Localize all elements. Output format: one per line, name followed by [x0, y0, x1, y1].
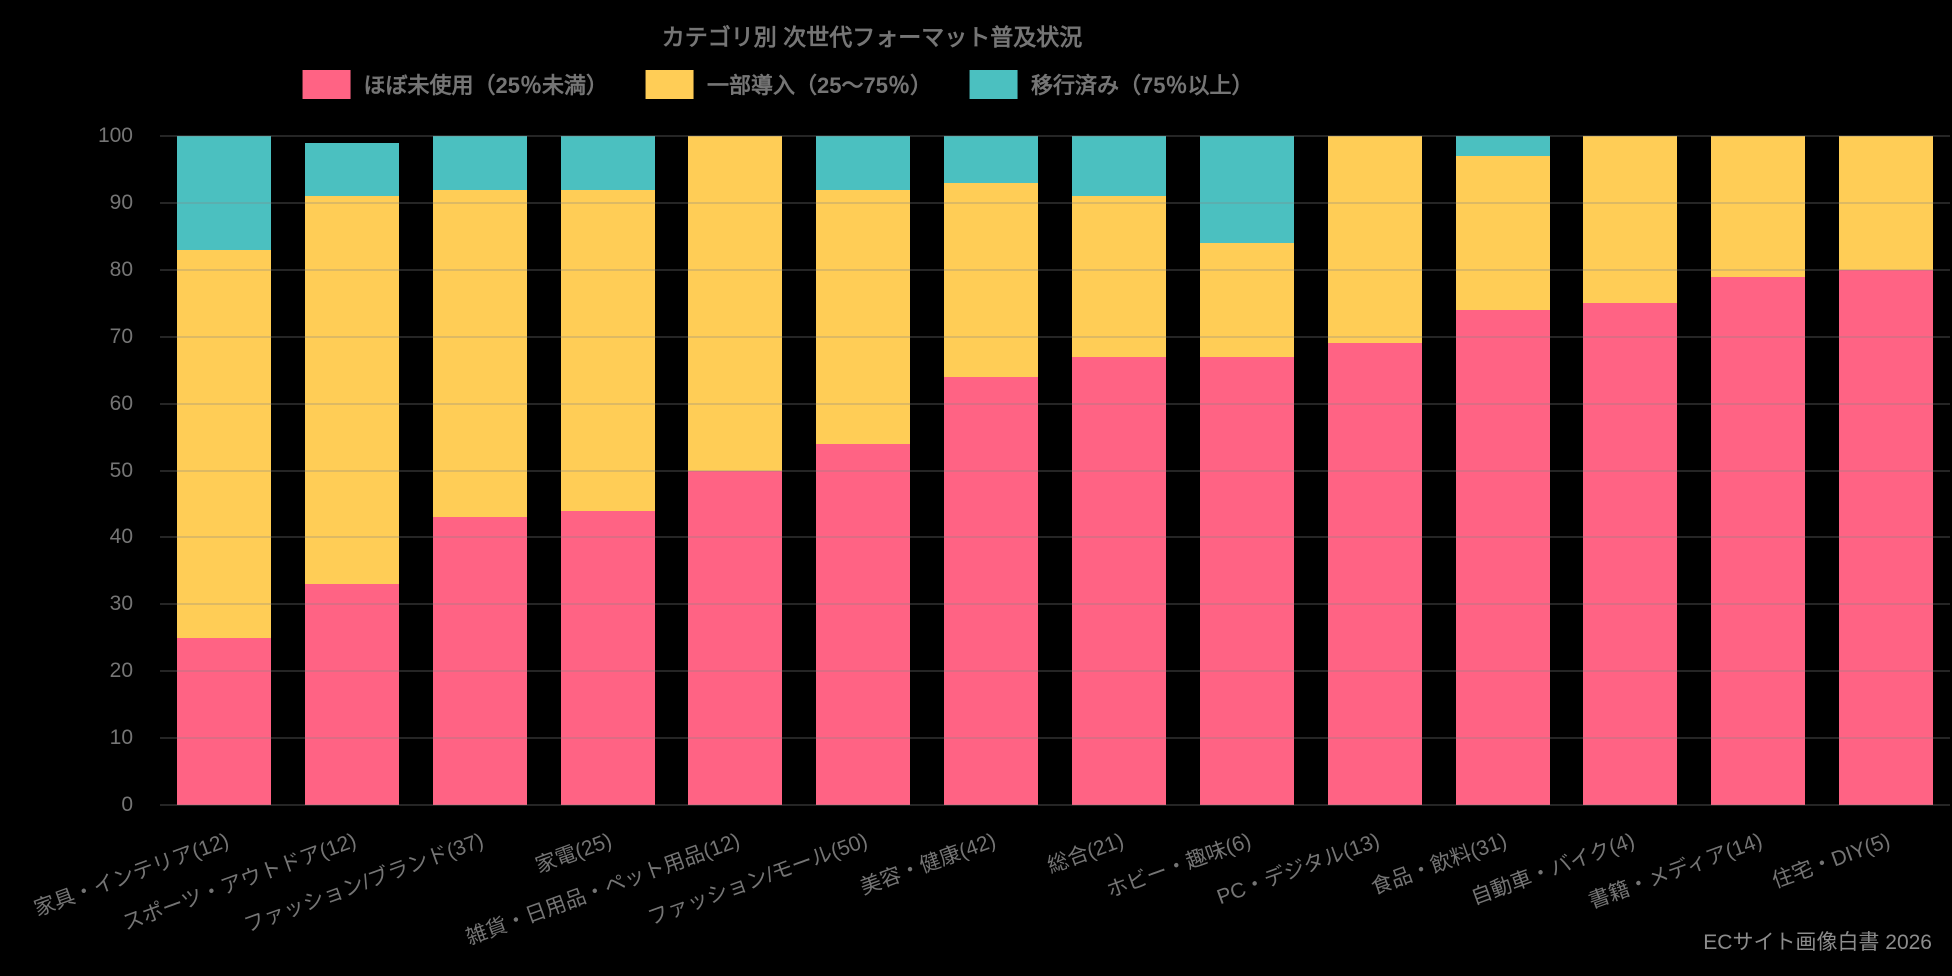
bar-住宅・DIY(5) [1839, 136, 1934, 805]
bar-segment[interactable] [1711, 276, 1806, 805]
bar-segment[interactable] [1455, 156, 1550, 310]
bar-segment[interactable] [1711, 136, 1806, 277]
bar-segment[interactable] [1327, 136, 1422, 344]
bar-segment[interactable] [816, 136, 911, 190]
x-axis-label: 家電(25) [532, 829, 616, 878]
bar-segment[interactable] [944, 182, 1039, 377]
legend-label-partial-adoption: 一部導入（25〜75％） [707, 73, 932, 98]
bar-segment[interactable] [816, 443, 911, 805]
legend-label-mostly-unused: ほぼ未使用（25％未満） [363, 73, 609, 98]
bar-segment[interactable] [304, 142, 399, 197]
x-axis-label: ファッション/モール(50) [644, 829, 871, 931]
bar-segment[interactable] [944, 136, 1039, 183]
bar-segment[interactable] [432, 517, 527, 805]
bar-自動車・バイク(4) [1583, 136, 1678, 805]
legend-item-mostly-unused[interactable]: ほぼ未使用（25％未満） [302, 68, 609, 100]
bar-segment[interactable] [1583, 136, 1678, 304]
x-axis-label: スポーツ・アウトドア(12) [119, 829, 360, 936]
bar-segment[interactable] [1839, 269, 1934, 805]
bar-segment[interactable] [560, 136, 655, 190]
bar-segment[interactable] [1455, 136, 1550, 157]
bar-segment[interactable] [1071, 196, 1166, 357]
y-tick-label-100: 100 [97, 124, 133, 147]
bar-segment[interactable] [1199, 243, 1294, 357]
legend-swatch-pink [302, 69, 351, 99]
y-tick-label-10: 10 [109, 726, 133, 750]
bar-美容・健康(42) [944, 136, 1039, 805]
bar-ファッション/モール(50) [816, 136, 911, 805]
bar-segment[interactable] [176, 637, 271, 805]
legend-swatch-teal [969, 69, 1018, 99]
bar-segment[interactable] [560, 189, 655, 511]
legend-label-migrated: 移行済み（75％以上） [1030, 73, 1254, 98]
bar-segment[interactable] [432, 189, 527, 518]
x-axis-label: ファッション/ブランド(37) [241, 829, 488, 938]
y-tick-label-40: 40 [109, 525, 133, 549]
x-axis-label: 総合(21) [1044, 829, 1127, 878]
bar-segment[interactable] [560, 510, 655, 805]
bar-segment[interactable] [1199, 136, 1294, 244]
bar-家電(25) [560, 136, 655, 805]
bars [160, 136, 1950, 805]
bar-segment[interactable] [688, 470, 783, 805]
bar-segment[interactable] [304, 584, 399, 805]
bar-segment[interactable] [304, 196, 399, 585]
bar-segment[interactable] [1455, 309, 1550, 805]
legend-item-partial-adoption[interactable]: 一部導入（25〜75％） [646, 68, 932, 100]
bar-segment[interactable] [816, 189, 911, 444]
plot-area [160, 135, 1950, 806]
bar-segment[interactable] [688, 136, 783, 471]
x-axis-label: 美容・健康(42) [856, 829, 999, 900]
legend-swatch-yellow [646, 69, 695, 99]
bar-segment[interactable] [1071, 356, 1166, 805]
bar-segment[interactable] [176, 136, 271, 250]
y-tick-label-90: 90 [109, 190, 133, 214]
bar-PC・デジタル(13) [1327, 136, 1422, 805]
bar-食品・飲料(31) [1455, 136, 1550, 805]
bar-segment[interactable] [1583, 303, 1678, 805]
bar-segment[interactable] [944, 376, 1039, 805]
source-note: ECサイト画像白書 2026 [1703, 931, 1932, 954]
x-axis-label: 住宅・DIY(5) [1769, 829, 1894, 893]
y-tick-label-50: 50 [109, 458, 133, 482]
bar-segment[interactable] [1327, 343, 1422, 805]
bar-ファッション/ブランド(37) [432, 136, 527, 805]
legend-item-migrated[interactable]: 移行済み（75％以上） [969, 68, 1254, 100]
y-tick-label-30: 30 [109, 592, 133, 616]
bar-ホビー・趣味(6) [1199, 136, 1294, 805]
chart-title: カテゴリ別 次世代フォーマット普及状況 [661, 24, 1083, 50]
y-tick-label-70: 70 [109, 324, 133, 348]
y-tick-label-20: 20 [109, 659, 133, 683]
bar-segment[interactable] [432, 136, 527, 190]
bar-segment[interactable] [1071, 136, 1166, 197]
y-tick-label-80: 80 [109, 257, 133, 281]
bar-家具・インテリア(12) [176, 136, 271, 805]
bar-書籍・メディア(14) [1711, 136, 1806, 805]
bar-スポーツ・アウトドア(12) [304, 142, 399, 805]
y-tick-label-60: 60 [109, 391, 133, 415]
bar-雑貨・日用品・ペット用品(12) [688, 136, 783, 805]
legend: ほぼ未使用（25％未満） 一部導入（25〜75％） 移行済み（75％以上） [302, 68, 1254, 100]
bar-総合(21) [1071, 136, 1166, 805]
bar-segment[interactable] [1199, 356, 1294, 805]
bar-segment[interactable] [176, 249, 271, 638]
bar-segment[interactable] [1839, 136, 1934, 270]
y-tick-label-0: 0 [121, 793, 133, 816]
